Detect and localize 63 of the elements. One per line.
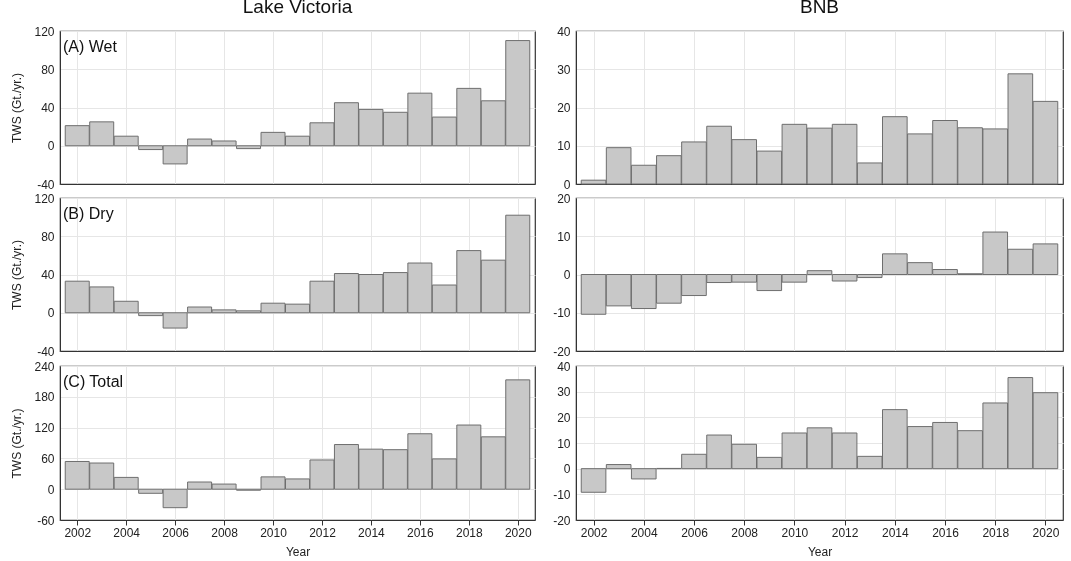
x-tick-label: 2012 [309,525,337,540]
y-tick-label: 120 [34,421,55,436]
annotation: (A) Wet [63,38,118,55]
y-tick-label: 10 [557,139,571,154]
x-axis-title: Year [807,544,833,559]
x-tick-label: 2014 [881,525,909,540]
y-tick-label: 30 [557,385,571,400]
annotation: (C) Total [63,373,124,390]
x-tick-label: 2002 [580,525,608,540]
x-tick-label: 2006 [681,525,709,540]
x-tick-label: 2020 [504,525,532,540]
y-tick-label: -40 [37,344,55,359]
y-tick-label: 0 [47,139,55,154]
y-tick-label: 20 [557,191,571,206]
x-tick-label: 2004 [630,525,658,540]
annotation: (B) Dry [63,205,114,222]
x-tick-label: 2006 [162,525,190,540]
x-tick-label: 2012 [831,525,859,540]
y-tick-label: 20 [557,410,571,425]
y-tick-label: -60 [37,513,55,528]
y-tick-label: 80 [41,62,55,77]
y-tick-label: 10 [557,229,571,244]
x-tick-label: 2010 [781,525,809,540]
x-tick-label: 2010 [260,525,288,540]
y-tick-label: 80 [41,229,55,244]
y-tick-label: 20 [557,101,571,115]
x-tick-label: 2008 [731,525,759,540]
x-tick-label: 2014 [358,525,386,540]
y-axis-title: TWS (Gt./yr.) [10,408,25,479]
y-tick-label: -20 [553,513,571,528]
chart-title: BNB [799,0,840,17]
y-tick-label: 0 [563,268,571,282]
y-tick-label: 240 [34,359,55,374]
y-tick-label: -40 [37,177,55,192]
y-axis-title: TWS (Gt./yr.) [10,73,25,143]
y-tick-label: 10 [557,436,571,451]
y-tick-label: -10 [553,487,571,502]
y-tick-label: 120 [34,24,55,39]
y-tick-label: 180 [34,390,55,405]
y-tick-label: -10 [553,306,571,321]
y-tick-label: 40 [557,24,571,39]
x-tick-label: 2004 [113,525,141,540]
y-tick-label: 60 [41,451,55,466]
x-tick-label: 2016 [407,525,435,540]
y-tick-label: -20 [553,344,571,359]
chart-title: Lake Victoria [242,0,353,17]
y-tick-label: 30 [557,62,571,77]
x-tick-label: 2018 [455,525,483,540]
y-tick-label: 0 [47,482,55,497]
x-tick-label: 2016 [932,525,960,540]
y-tick-label: 0 [563,462,571,477]
x-tick-label: 2002 [64,525,92,540]
y-tick-label: 40 [41,268,55,282]
y-tick-label: 40 [557,359,571,374]
x-tick-label: 2020 [1032,525,1060,540]
y-tick-label: 0 [47,306,55,321]
y-tick-label: 120 [34,191,55,206]
y-tick-label: 0 [563,177,571,192]
x-tick-label: 2008 [211,525,239,540]
x-tick-label: 2018 [982,525,1010,540]
y-axis-title: TWS (Gt./yr.) [10,240,25,310]
y-tick-label: 40 [41,101,55,115]
x-axis-title: Year [285,544,311,559]
